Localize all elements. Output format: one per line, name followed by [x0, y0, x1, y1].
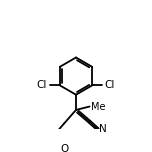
- Text: N: N: [99, 124, 107, 134]
- Text: Cl: Cl: [105, 80, 115, 90]
- Text: Me: Me: [91, 102, 106, 112]
- Text: O: O: [61, 144, 69, 152]
- Text: Cl: Cl: [37, 80, 47, 90]
